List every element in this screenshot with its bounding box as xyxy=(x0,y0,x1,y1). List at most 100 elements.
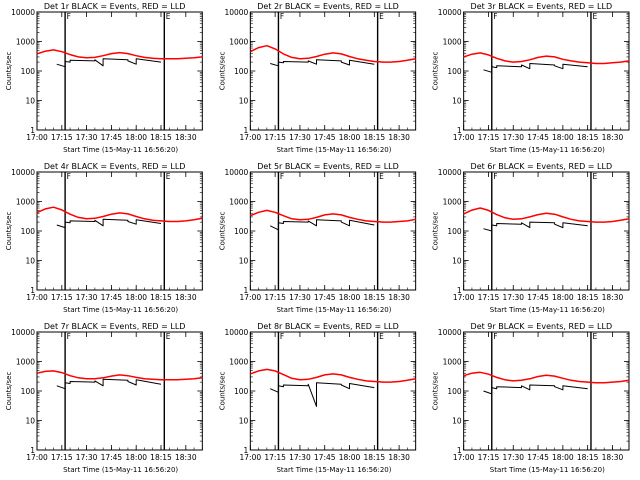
x-tick-label: 18:15 xyxy=(364,133,386,142)
y-tick-label: 10000 xyxy=(224,328,248,337)
panel-title: Det 7r BLACK = Events, RED = LLD xyxy=(44,322,186,331)
y-axis-label: Counts/sec xyxy=(218,372,226,411)
x-tick-label: 17:45 xyxy=(314,293,336,302)
y-tick-label: 10 xyxy=(25,417,35,426)
y-tick-label: 10000 xyxy=(438,328,462,337)
y-tick-label: 100 xyxy=(234,67,249,76)
detector-panel: Det 6r BLACK = Events, RED = LLD 1 10 100 10… xyxy=(432,162,630,314)
y-tick-label: 1 xyxy=(244,286,249,295)
x-tick-label: 17:45 xyxy=(101,453,123,462)
y-axis-label: Counts/sec xyxy=(218,52,226,91)
x-tick-label: 17:00 xyxy=(240,453,262,462)
x-axis-label: Start Time (15-May-11 16:56:20) xyxy=(276,146,391,154)
x-tick-label: 17:00 xyxy=(240,133,262,142)
panel-title: Det 2r BLACK = Events, RED = LLD xyxy=(257,2,399,11)
x-tick-label: 18:00 xyxy=(552,453,574,462)
x-tick-label: 18:30 xyxy=(388,293,410,302)
y-tick-label: 10 xyxy=(452,257,462,266)
x-tick-label: 18:30 xyxy=(175,133,197,142)
x-tick-label: 18:00 xyxy=(552,133,574,142)
time-marker-label: E xyxy=(592,172,597,181)
time-marker-label: F xyxy=(67,12,71,21)
x-tick-label: 18:00 xyxy=(339,133,361,142)
x-tick-label: 17:15 xyxy=(478,133,500,142)
x-tick-label: 17:45 xyxy=(314,133,336,142)
y-tick-label: 1000 xyxy=(229,198,248,207)
detector-panel: Det 1r BLACK = Events, RED = LLD 1 10 100 10… xyxy=(5,2,203,154)
x-tick-label: 17:00 xyxy=(26,293,48,302)
x-tick-label: 17:00 xyxy=(26,453,48,462)
y-axis-label: Counts/sec xyxy=(432,52,440,91)
x-tick-label: 17:30 xyxy=(502,133,524,142)
y-tick-label: 100 xyxy=(447,227,462,236)
plot-frame xyxy=(463,171,630,291)
y-axis-label: Counts/sec xyxy=(5,212,13,251)
x-tick-label: 17:15 xyxy=(51,133,73,142)
events-series-line xyxy=(56,58,162,68)
panel-title: Det 8r BLACK = Events, RED = LLD xyxy=(257,322,399,331)
events-series-line xyxy=(56,218,162,229)
detector-panel: Det 8r BLACK = Events, RED = LLD 1 10 100 10… xyxy=(218,322,417,474)
y-tick-label: 100 xyxy=(234,227,249,236)
y-tick-label: 1 xyxy=(244,446,249,455)
plot-frame xyxy=(249,11,417,131)
time-marker-label: E xyxy=(592,12,597,21)
x-tick-label: 18:15 xyxy=(150,293,172,302)
y-tick-label: 10 xyxy=(239,417,249,426)
y-tick-label: 100 xyxy=(21,387,36,396)
detector-panel: Det 2r BLACK = Events, RED = LLD 1 10 100 10… xyxy=(218,2,417,154)
detector-panel: Det 7r BLACK = Events, RED = LLD 1 10 100 10… xyxy=(5,322,203,474)
y-tick-label: 100 xyxy=(447,67,462,76)
time-marker-label: F xyxy=(280,332,284,341)
x-tick-label: 17:30 xyxy=(76,133,98,142)
x-axis-label: Start Time (15-May-11 16:56:20) xyxy=(63,306,178,314)
y-tick-label: 10 xyxy=(239,257,249,266)
time-marker-label: E xyxy=(166,172,171,181)
time-marker-label: E xyxy=(166,12,171,21)
y-tick-label: 1000 xyxy=(16,198,35,207)
x-tick-label: 18:00 xyxy=(125,453,147,462)
lld-series-line xyxy=(36,206,203,223)
x-tick-label: 18:00 xyxy=(552,293,574,302)
y-axis-label: Counts/sec xyxy=(5,372,13,411)
lld-series-line xyxy=(463,207,630,223)
y-tick-label: 10000 xyxy=(11,328,35,337)
lld-series-line xyxy=(463,371,630,384)
time-marker-label: F xyxy=(493,332,497,341)
x-tick-label: 17:00 xyxy=(240,293,262,302)
y-tick-label: 1000 xyxy=(229,38,248,47)
x-tick-label: 17:45 xyxy=(527,453,549,462)
y-tick-label: 10000 xyxy=(11,8,35,17)
y-tick-label: 10000 xyxy=(11,168,35,177)
events-series-line xyxy=(269,382,375,407)
events-series-line xyxy=(483,384,588,395)
x-tick-label: 18:30 xyxy=(602,453,624,462)
x-tick-label: 17:15 xyxy=(478,293,500,302)
y-tick-label: 10 xyxy=(25,257,35,266)
y-tick-label: 1000 xyxy=(443,198,462,207)
x-tick-label: 18:15 xyxy=(150,133,172,142)
x-tick-label: 17:30 xyxy=(289,293,311,302)
y-tick-label: 1000 xyxy=(443,38,462,47)
panel-title: Det 1r BLACK = Events, RED = LLD xyxy=(44,2,186,11)
x-tick-label: 18:15 xyxy=(577,453,599,462)
x-tick-label: 18:00 xyxy=(339,453,361,462)
time-marker-label: F xyxy=(280,172,284,181)
y-tick-label: 1 xyxy=(457,446,462,455)
time-marker-label: F xyxy=(493,172,497,181)
lld-series-line xyxy=(250,209,416,223)
x-tick-label: 17:45 xyxy=(527,293,549,302)
y-tick-label: 1000 xyxy=(16,38,35,47)
y-tick-label: 1 xyxy=(30,126,35,135)
x-tick-label: 18:15 xyxy=(364,453,386,462)
x-tick-label: 18:30 xyxy=(602,293,624,302)
time-marker-label: F xyxy=(67,172,71,181)
y-tick-label: 1 xyxy=(30,286,35,295)
x-tick-label: 17:30 xyxy=(502,293,524,302)
events-series-line xyxy=(483,63,588,73)
plot-frame xyxy=(36,331,203,451)
x-tick-label: 18:30 xyxy=(602,133,624,142)
y-tick-label: 1000 xyxy=(443,358,462,367)
x-tick-label: 17:30 xyxy=(289,453,311,462)
y-tick-label: 10000 xyxy=(438,8,462,17)
